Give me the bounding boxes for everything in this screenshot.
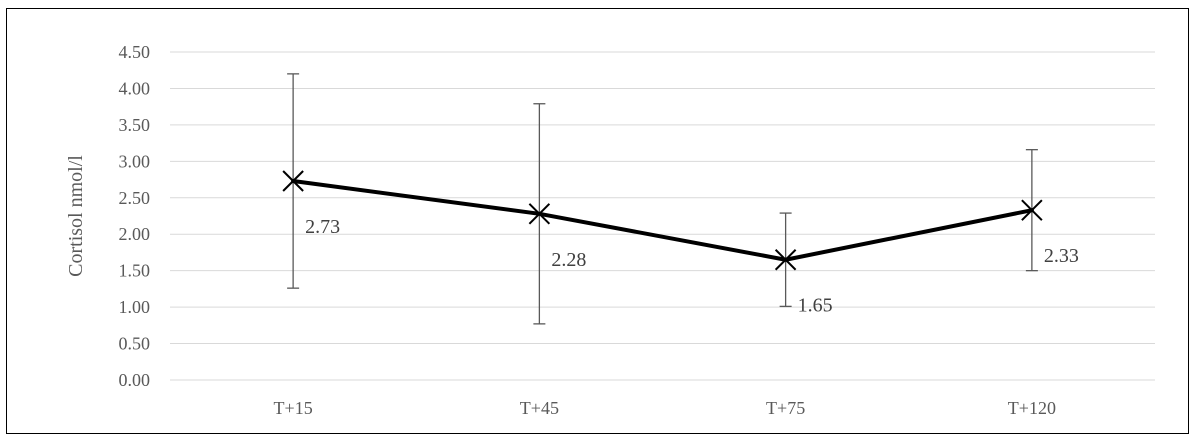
marker-stroke [1021, 199, 1043, 221]
data-point-marker [282, 170, 304, 192]
x-tick-labels: T+15 T+45 T+75 T+120 [274, 398, 1056, 418]
series-line-path [291, 179, 1034, 262]
marker-stroke [528, 203, 551, 225]
marker-stroke [282, 170, 304, 192]
x-tick-label: T+15 [274, 398, 313, 418]
y-tick-label: 0.50 [119, 334, 151, 354]
y-tick-label: 1.50 [119, 261, 151, 281]
y-tick-label: 3.00 [119, 151, 151, 171]
y-tick-label: 0.00 [119, 370, 151, 390]
y-tick-label: 4.00 [119, 78, 151, 98]
y-tick-label: 1.00 [119, 297, 151, 317]
y-tick-label: 4.50 [119, 42, 151, 62]
data-label: 2.28 [551, 249, 586, 271]
chart-frame [6, 8, 1189, 434]
error-bars [287, 73, 1038, 325]
y-tick-label: 3.50 [119, 115, 151, 135]
x-tick-label: T+75 [766, 398, 805, 418]
data-label: 1.65 [798, 295, 833, 317]
data-point-marker [1021, 199, 1043, 221]
data-point-marker [774, 249, 797, 271]
data-point-marker [528, 203, 551, 225]
y-tick-labels: 0.00 0.50 1.00 1.50 2.00 2.50 3.00 3.50 4.00 4.50 [119, 42, 151, 390]
x-tick-label: T+45 [520, 398, 559, 418]
x-tick-label: T+120 [1008, 398, 1056, 418]
y-tick-label: 2.00 [119, 224, 151, 244]
marker-stroke [774, 249, 797, 271]
gridlines [170, 51, 1155, 381]
y-axis-title: Cortisol nmol/l [65, 155, 87, 277]
data-label: 2.73 [305, 216, 340, 238]
data-label: 2.33 [1044, 245, 1079, 267]
series-line [291, 179, 1034, 262]
data-labels: 2.73 2.28 1.65 2.33 [305, 216, 1079, 317]
data-markers [282, 170, 1043, 271]
y-tick-label: 2.50 [119, 188, 151, 208]
